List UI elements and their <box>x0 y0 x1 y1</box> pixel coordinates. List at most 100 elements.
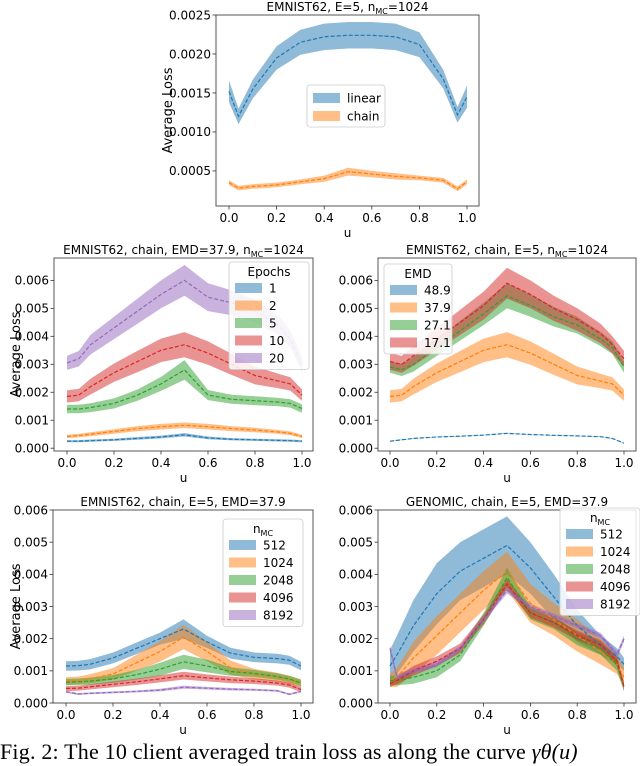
y-tick-label: 0.0010 <box>169 125 211 139</box>
y-tick-label: 0.003 <box>339 600 373 614</box>
legend-title: Epochs <box>248 265 291 279</box>
chart-title: EMNIST62, chain, EMD=37.9, nMC​=1024 <box>63 243 304 259</box>
chart-title: GENOMIC, chain, E=5, EMD=37.9 <box>406 495 608 509</box>
y-tick-label: 0.005 <box>15 302 49 316</box>
band-linear <box>229 22 467 125</box>
legend: nMC​512 1024 2048 4096 8192 <box>222 518 304 627</box>
chart-panel-mid-left: 0.0 0.2 0.4 0.6 0.8 1.0 0.000 0.001 0.002 0.003 0.… <box>9 243 314 485</box>
y-tick-label: 0.001 <box>14 664 48 678</box>
legend-swatch-4096 <box>229 592 256 603</box>
axes-frame <box>377 257 637 452</box>
legend: Epochs 1 2 5 10 20 <box>228 261 310 370</box>
y-tick-label: 0.000 <box>339 696 373 710</box>
figure-caption: Fig. 2: The 10 client averaged train los… <box>0 739 640 765</box>
x-tick-label: 0.2 <box>427 708 446 722</box>
y-tick-label: 0.005 <box>339 535 373 549</box>
y-tick-label: 0.000 <box>339 442 373 456</box>
axes-frame <box>215 14 480 207</box>
line-27.1 <box>389 295 625 371</box>
x-tick-label: 1.0 <box>291 708 310 722</box>
y-tick-label: 0.006 <box>15 274 49 288</box>
chart-title: EMNIST62, chain, E=5, nMC​=1024 <box>406 243 608 259</box>
legend-label-27.1: 27.1 <box>424 319 451 333</box>
x-tick-label: 0.8 <box>244 708 263 722</box>
x-tick-label: 0.8 <box>410 211 429 225</box>
y-tick-label: 0.003 <box>339 358 373 372</box>
y-tick-label: 0.004 <box>14 568 48 582</box>
legend-swatch-512 <box>229 540 256 550</box>
legend-swatch-512 <box>566 529 593 539</box>
line-10 <box>66 344 303 398</box>
legend-label-48.9: 48.9 <box>424 284 451 298</box>
legend-label-8192: 8192 <box>600 598 631 612</box>
chart-panel-top: 0.0 0.2 0.4 0.6 0.8 1.0 0.0005 0.0010 0.0015 0.00… <box>161 0 480 240</box>
y-axis-label: Average Loss <box>9 311 24 397</box>
band-4096 <box>66 671 301 693</box>
legend-label-chain: chain <box>347 110 380 124</box>
y-tick-label: 0.005 <box>14 535 48 549</box>
band-8192 <box>66 685 301 696</box>
legend-title: EMD <box>404 267 431 281</box>
x-axis-label: u <box>179 723 187 737</box>
line-4096 <box>65 675 302 691</box>
y-tick-label: 0.004 <box>15 330 49 344</box>
y-tick-label: 0.001 <box>339 414 373 428</box>
y-tick-label: 0.005 <box>339 302 373 316</box>
legend-swatch-5 <box>235 318 262 328</box>
legend-swatch-17.1 <box>390 337 417 348</box>
line-5 <box>67 369 303 410</box>
legend-label-512: 512 <box>600 528 623 542</box>
x-tick-label: 0.4 <box>474 456 493 470</box>
x-tick-label: 0.8 <box>568 456 587 470</box>
band-4096 <box>390 579 624 691</box>
legend-swatch-27.1 <box>390 320 417 330</box>
y-tick-label: 0.0005 <box>169 164 211 178</box>
x-tick-label: 0.6 <box>362 211 381 225</box>
line-8192 <box>65 686 302 695</box>
legend-title: nMC​ <box>253 522 274 538</box>
x-tick-label: 0.6 <box>198 456 217 470</box>
band-8192 <box>390 587 624 681</box>
x-tick-label: 1.0 <box>614 708 633 722</box>
x-axis-label: u <box>503 471 511 485</box>
chart-panel-bot-right: 0.0 0.2 0.4 0.6 0.8 1.0 0.000 0.001 0.002 0.003 0.… <box>339 495 640 737</box>
line-37.9 <box>389 344 625 398</box>
x-tick-label: 1.0 <box>457 211 476 225</box>
line-48.9 <box>389 432 625 444</box>
legend-swatch-20 <box>235 353 262 363</box>
legend-swatch-8192 <box>566 599 593 609</box>
y-tick-label: 0.004 <box>339 568 373 582</box>
y-tick-label: 0.006 <box>339 274 373 288</box>
legend-label-5: 5 <box>269 317 277 331</box>
band-17.1 <box>390 267 624 373</box>
legend-swatch-37.9 <box>390 302 417 313</box>
band-2048 <box>390 567 624 692</box>
y-axis-label: Average Loss <box>161 67 176 153</box>
x-tick-label: 0.6 <box>197 708 216 722</box>
x-tick-label: 0.0 <box>380 708 399 722</box>
line-512 <box>65 628 302 667</box>
y-tick-label: 0.002 <box>339 632 373 646</box>
y-tick-label: 0.003 <box>14 600 48 614</box>
legend-label-17.1: 17.1 <box>424 336 451 350</box>
y-tick-label: 0.000 <box>14 696 48 710</box>
legend-label-4096: 4096 <box>600 580 631 594</box>
y-tick-label: 0.006 <box>14 503 48 517</box>
x-tick-label: 0.0 <box>380 456 399 470</box>
y-axis-label: Average Loss <box>9 563 24 649</box>
band-48.9 <box>390 433 624 444</box>
x-tick-label: 0.2 <box>104 456 123 470</box>
legend-swatch-2 <box>235 300 262 311</box>
legend-label-37.9: 37.9 <box>424 301 451 315</box>
line-1024 <box>65 636 302 684</box>
x-axis-label: u <box>180 471 188 485</box>
legend-swatch-2048 <box>566 564 593 574</box>
x-tick-label: 0.4 <box>151 456 170 470</box>
legend-swatch-1 <box>235 283 262 293</box>
legend-label-2048: 2048 <box>600 563 631 577</box>
x-tick-label: 0.2 <box>427 456 446 470</box>
y-tick-label: 0.004 <box>339 330 373 344</box>
legend-label-10: 10 <box>269 334 284 348</box>
y-tick-label: 0.0020 <box>169 47 211 61</box>
line-2048 <box>390 576 625 688</box>
